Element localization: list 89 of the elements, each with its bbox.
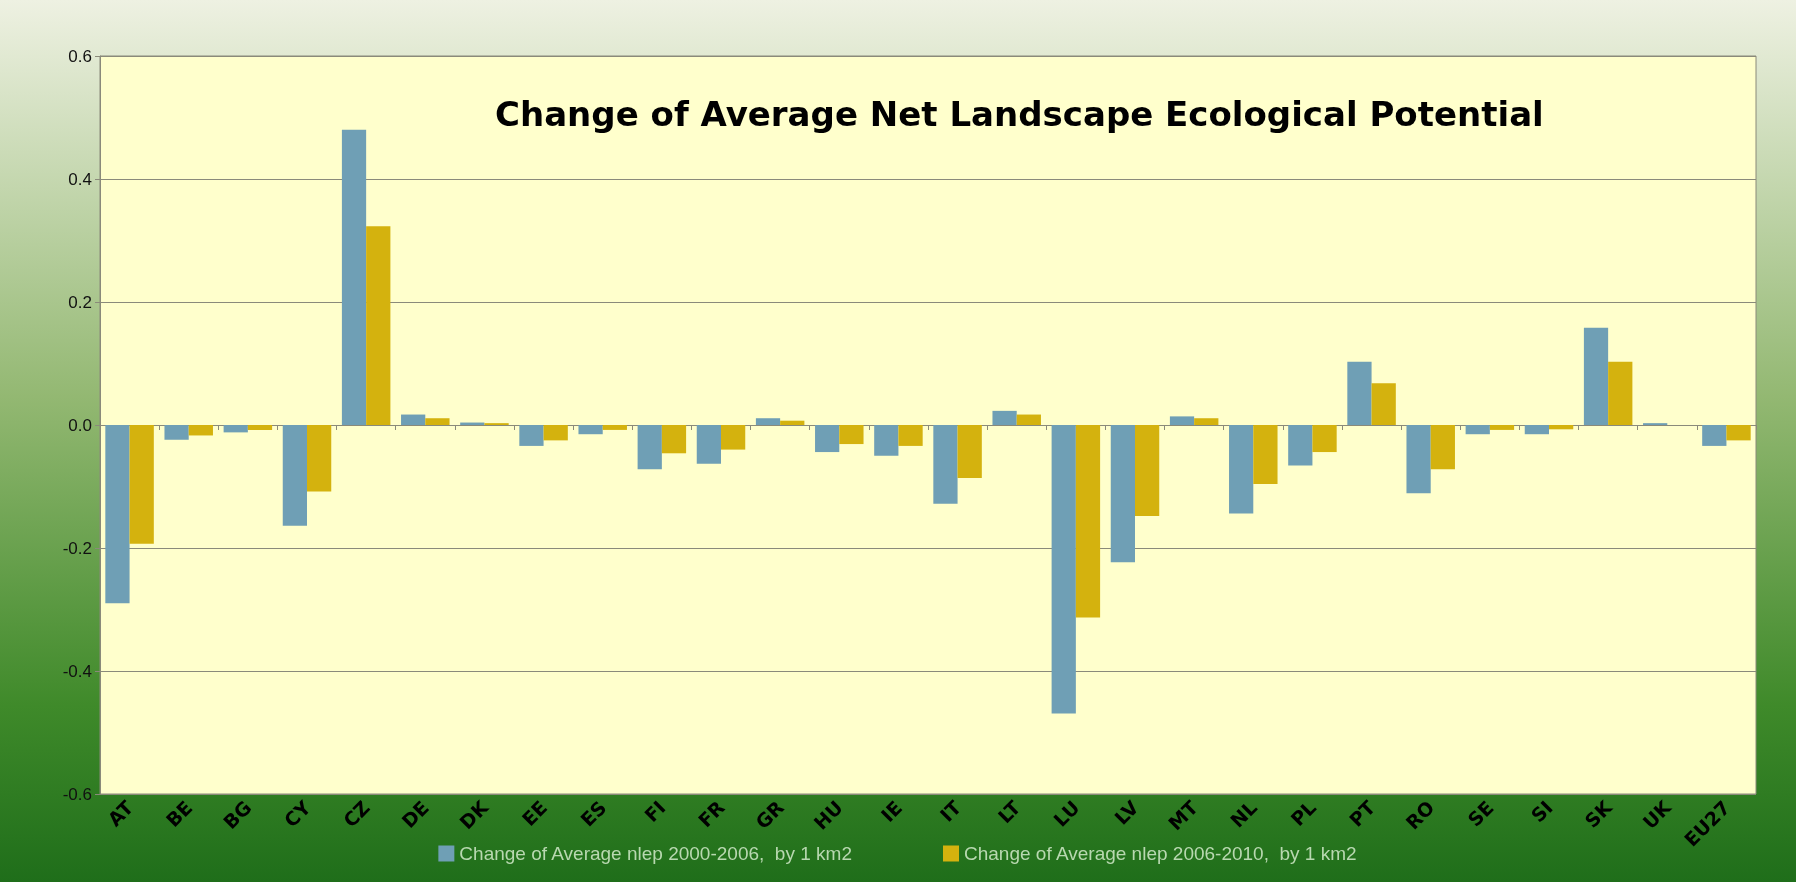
- bar: [1016, 414, 1041, 425]
- x-tick-label: MT: [1163, 796, 1202, 835]
- bar: [1347, 361, 1372, 425]
- x-tick-label: LV: [1110, 796, 1143, 829]
- bar: [637, 425, 662, 470]
- x-tick-label: PT: [1344, 796, 1380, 831]
- bar: [721, 425, 746, 450]
- bar: [307, 425, 332, 492]
- x-tick-label: DE: [397, 796, 434, 833]
- x-tick-label: FI: [639, 796, 670, 826]
- x-tick-label: BE: [161, 796, 197, 832]
- bar: [519, 425, 544, 446]
- bar: [282, 425, 307, 526]
- bar: [425, 418, 450, 425]
- bar: [661, 425, 687, 454]
- x-tick-label: FR: [693, 795, 730, 832]
- x-tick-label: LU: [1049, 796, 1084, 831]
- bar: [1430, 425, 1455, 470]
- x-tick-label: ES: [576, 796, 611, 831]
- bar: [992, 410, 1017, 425]
- x-tick-label: RO: [1401, 796, 1439, 834]
- x-tick-label: CZ: [338, 796, 374, 832]
- x-tick-label: BG: [218, 796, 256, 834]
- y-tick-label: -0.6: [62, 784, 92, 804]
- bar: [1608, 361, 1633, 425]
- bar: [780, 420, 805, 425]
- y-tick-label: 0.6: [68, 46, 92, 66]
- y-tick-label: 0.4: [68, 169, 92, 189]
- x-tick-label: UK: [1638, 795, 1676, 834]
- x-tick-label: AT: [103, 796, 138, 831]
- bar: [602, 425, 627, 430]
- bar: [1253, 425, 1278, 485]
- y-tick-label: 0.2: [68, 292, 92, 312]
- x-tick-label: DK: [455, 795, 494, 834]
- bar: [366, 226, 391, 425]
- y-tick-label: -0.2: [62, 538, 92, 558]
- bar: [105, 425, 130, 604]
- bar: [1465, 425, 1490, 435]
- bar: [1702, 425, 1727, 446]
- x-tick-label: GR: [751, 795, 789, 834]
- bar: [898, 425, 923, 446]
- bar: [957, 425, 982, 478]
- bar: [1371, 383, 1396, 425]
- bar: [1726, 425, 1751, 441]
- bar: [129, 425, 154, 544]
- bar: [755, 418, 781, 425]
- bar: [223, 425, 248, 433]
- bar: [247, 425, 273, 430]
- bar: [164, 425, 189, 440]
- bar: [933, 425, 958, 504]
- x-tick-label: CY: [279, 796, 315, 832]
- y-tick-label: 0.0: [68, 415, 92, 435]
- bar: [1312, 425, 1337, 453]
- legend-label: Change of Average nlep 2000-2006, by 1 km2: [459, 843, 852, 864]
- x-tick-label: SK: [1580, 795, 1617, 832]
- x-tick-label: NL: [1225, 796, 1262, 832]
- bar: [1288, 425, 1313, 466]
- bar: [696, 425, 721, 464]
- x-tick-label: SI: [1526, 796, 1557, 827]
- bar: [1549, 425, 1574, 430]
- x-tick-label: LT: [993, 796, 1025, 828]
- x-tick-label: SE: [1463, 796, 1498, 831]
- bar: [1169, 416, 1195, 425]
- y-tick-label: -0.4: [62, 661, 92, 681]
- bar: [401, 414, 426, 425]
- bar: [1194, 418, 1219, 425]
- text: Change of Average Net Landscape Ecological Potential: [495, 94, 1544, 134]
- x-tick-label: IE: [876, 796, 907, 826]
- bar: [1489, 425, 1515, 430]
- bar: [1110, 425, 1135, 563]
- x-tick-label: PL: [1286, 796, 1321, 831]
- x-tick-label: EE: [517, 796, 552, 831]
- bar: [1229, 425, 1254, 514]
- bar: [188, 425, 213, 436]
- bar: [341, 129, 367, 425]
- bar: [874, 425, 899, 456]
- bar: [1135, 425, 1160, 517]
- bar: [1524, 425, 1549, 435]
- bar: [1051, 425, 1076, 714]
- bar: [839, 425, 864, 445]
- bar: [1406, 425, 1431, 494]
- bar: [578, 425, 603, 435]
- x-tick-label: HU: [809, 796, 848, 834]
- x-tick-label: IT: [935, 796, 966, 826]
- bar: [543, 425, 568, 441]
- bar: [815, 425, 840, 453]
- bar: [1075, 425, 1101, 618]
- legend-label: Change of Average nlep 2006-2010, by 1 km2: [964, 843, 1357, 864]
- bar: [1583, 327, 1609, 425]
